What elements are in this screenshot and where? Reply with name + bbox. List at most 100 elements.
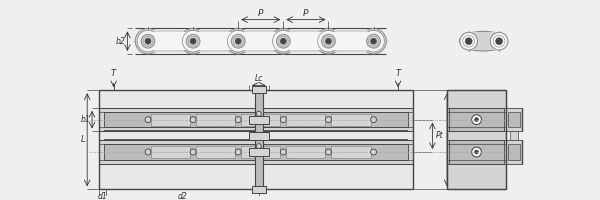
Bar (104, 112, 408, 127)
Bar (104, 144, 408, 160)
Circle shape (186, 34, 200, 48)
Ellipse shape (271, 28, 296, 54)
Circle shape (371, 38, 376, 44)
Bar (148, 32, 193, 50)
Text: d2: d2 (178, 192, 187, 200)
Ellipse shape (272, 30, 294, 52)
Bar (328, 32, 374, 50)
Circle shape (460, 32, 478, 50)
Circle shape (490, 32, 508, 50)
Circle shape (280, 149, 286, 155)
Text: b2: b2 (116, 37, 125, 46)
Bar (249, 148, 269, 156)
Text: Lc: Lc (450, 135, 458, 144)
Circle shape (280, 38, 286, 44)
Bar (252, 186, 266, 193)
Circle shape (475, 118, 478, 122)
Circle shape (367, 34, 380, 48)
Bar (196, 114, 235, 126)
Circle shape (235, 38, 241, 44)
Bar (249, 132, 269, 140)
Circle shape (325, 117, 331, 123)
Ellipse shape (363, 30, 385, 52)
Bar (449, 108, 504, 131)
Ellipse shape (460, 31, 508, 51)
Text: d1: d1 (98, 192, 107, 200)
Bar (255, 90, 263, 189)
Ellipse shape (181, 28, 206, 54)
Circle shape (472, 147, 481, 157)
Ellipse shape (182, 30, 204, 52)
Circle shape (322, 34, 335, 48)
Bar (508, 144, 520, 160)
Circle shape (190, 149, 196, 155)
Bar (99, 140, 413, 164)
Text: T: T (111, 69, 116, 78)
Bar (449, 140, 504, 164)
Bar (99, 90, 413, 189)
Ellipse shape (316, 28, 341, 54)
Circle shape (371, 149, 376, 155)
Circle shape (371, 117, 376, 123)
Bar (286, 114, 325, 126)
Bar (469, 32, 499, 50)
Ellipse shape (182, 30, 204, 52)
Circle shape (190, 38, 196, 44)
Bar (283, 30, 328, 52)
Bar (151, 146, 190, 158)
Circle shape (190, 117, 196, 123)
Bar (99, 108, 413, 131)
Circle shape (472, 115, 481, 125)
Bar (238, 32, 283, 50)
Circle shape (145, 149, 151, 155)
Bar (252, 86, 266, 93)
Circle shape (232, 34, 245, 48)
Ellipse shape (226, 28, 251, 54)
Bar (328, 30, 374, 52)
Bar (506, 108, 521, 131)
Bar (151, 114, 190, 126)
Ellipse shape (361, 28, 386, 54)
Circle shape (145, 38, 151, 44)
Circle shape (235, 117, 241, 123)
Circle shape (280, 117, 286, 123)
Bar (506, 140, 521, 164)
Circle shape (475, 150, 478, 154)
Bar (241, 146, 280, 158)
Circle shape (465, 38, 472, 45)
Bar (331, 146, 371, 158)
Circle shape (496, 38, 503, 45)
Ellipse shape (271, 28, 296, 54)
Bar (241, 114, 280, 126)
Bar (286, 146, 325, 158)
Ellipse shape (227, 30, 249, 52)
Ellipse shape (317, 30, 339, 52)
Ellipse shape (317, 30, 339, 52)
Ellipse shape (181, 28, 206, 54)
Ellipse shape (135, 28, 161, 54)
Bar (283, 32, 328, 50)
Circle shape (256, 144, 261, 149)
Text: P: P (303, 9, 308, 18)
Bar (510, 131, 518, 140)
Circle shape (141, 34, 155, 48)
Ellipse shape (137, 30, 159, 52)
Text: L: L (80, 135, 85, 144)
Ellipse shape (227, 30, 249, 52)
Bar (249, 116, 269, 124)
Bar (238, 30, 283, 52)
Circle shape (256, 111, 261, 116)
Circle shape (235, 149, 241, 155)
Text: Lc: Lc (254, 74, 263, 83)
Bar (447, 90, 506, 189)
Ellipse shape (272, 30, 294, 52)
Text: T: T (395, 69, 401, 78)
Bar (193, 32, 238, 50)
Bar (148, 30, 193, 52)
Ellipse shape (226, 28, 251, 54)
Bar (193, 30, 238, 52)
Circle shape (325, 38, 331, 44)
Bar (331, 114, 371, 126)
Ellipse shape (316, 28, 341, 54)
Bar (196, 146, 235, 158)
